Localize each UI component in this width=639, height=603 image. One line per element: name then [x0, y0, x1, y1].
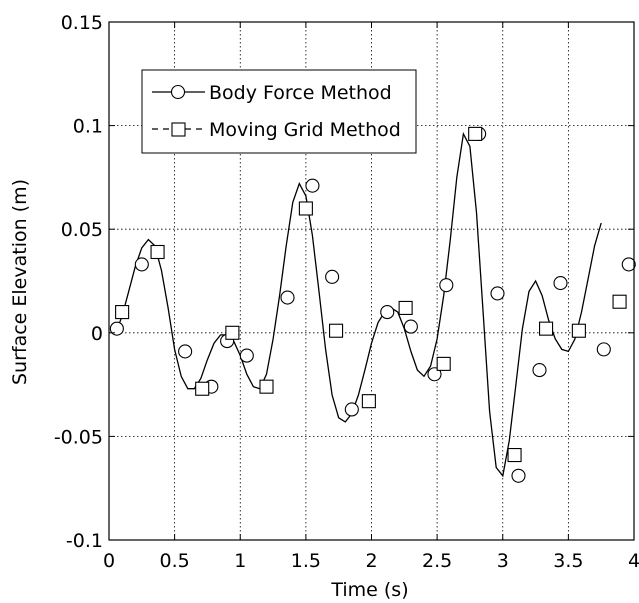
x-tick-label: 4 [628, 550, 639, 572]
legend-box [141, 69, 417, 154]
point-moving-grid-method [571, 323, 586, 338]
point-body-force-method [380, 305, 395, 320]
point-body-force-method [553, 276, 568, 291]
point-body-force-method [239, 348, 254, 363]
x-tick-label: 1 [234, 550, 246, 572]
y-tick-label: 0.05 [61, 219, 103, 241]
point-moving-grid-method [259, 379, 274, 394]
y-tick-label: 0 [91, 323, 103, 345]
y-axis-label: Surface Elevation (m) [9, 179, 31, 385]
point-moving-grid-method [507, 447, 522, 463]
point-body-force-method [305, 178, 320, 193]
point-body-force-method [490, 286, 505, 301]
point-moving-grid-method [329, 323, 344, 338]
point-body-force-method [532, 363, 547, 378]
point-moving-grid-method [468, 126, 483, 141]
point-body-force-method [178, 344, 193, 359]
legend-label-body-force-method: Body Force Method [209, 82, 392, 104]
point-moving-grid-method [150, 244, 165, 260]
x-tick-label: 2 [365, 550, 377, 572]
point-body-force-method [344, 402, 359, 417]
y-tick-label: -0.05 [54, 426, 103, 448]
point-moving-grid-method [398, 300, 413, 315]
point-moving-grid-method [115, 305, 130, 320]
point-moving-grid-method [612, 294, 627, 309]
point-body-force-method [427, 367, 442, 382]
axes [108, 21, 635, 541]
curves [114, 131, 602, 478]
series-line-body-force-method [114, 131, 602, 478]
x-tick-label: 3 [497, 550, 509, 572]
x-tick-label: 2.5 [422, 550, 452, 572]
point-moving-grid-method [361, 394, 376, 409]
legend-marker-moving-grid-method [171, 122, 186, 137]
point-body-force-method [511, 468, 526, 483]
point-body-force-method [134, 257, 149, 272]
point-moving-grid-method [436, 356, 451, 371]
point-body-force-method [621, 257, 636, 272]
legend-label-moving-grid-method: Moving Grid Method [209, 119, 401, 141]
y-tick-label: 0.15 [61, 12, 103, 34]
y-tick-label: -0.1 [66, 530, 103, 552]
point-body-force-method [403, 319, 418, 334]
point-body-force-method [280, 290, 295, 305]
x-axis-label: Time (s) [330, 579, 408, 601]
point-moving-grid-method [539, 321, 554, 336]
x-tick-label: 1.5 [291, 550, 321, 572]
point-body-force-method [109, 321, 124, 336]
point-body-force-method [325, 269, 340, 284]
point-moving-grid-method [225, 325, 240, 340]
x-tick-label: 0 [103, 550, 115, 572]
plot-frame [108, 21, 635, 541]
point-moving-grid-method [298, 201, 313, 216]
markers [109, 126, 636, 483]
point-body-force-method [596, 342, 611, 357]
x-tick-label: 3.5 [553, 550, 583, 572]
tick-labels: 0 0.5 1 1.5 2 2.5 3 3.5 4 -0.1 -0.05 0 0.05 0.1 0.15 [54, 12, 639, 572]
point-moving-grid-method [195, 381, 210, 396]
x-tick-label: 0.5 [160, 550, 190, 572]
legend: Body Force Method Moving Grid Method [141, 69, 417, 154]
legend-marker-body-force-method [170, 84, 186, 100]
y-tick-label: 0.1 [73, 116, 103, 138]
point-body-force-method [439, 278, 454, 293]
